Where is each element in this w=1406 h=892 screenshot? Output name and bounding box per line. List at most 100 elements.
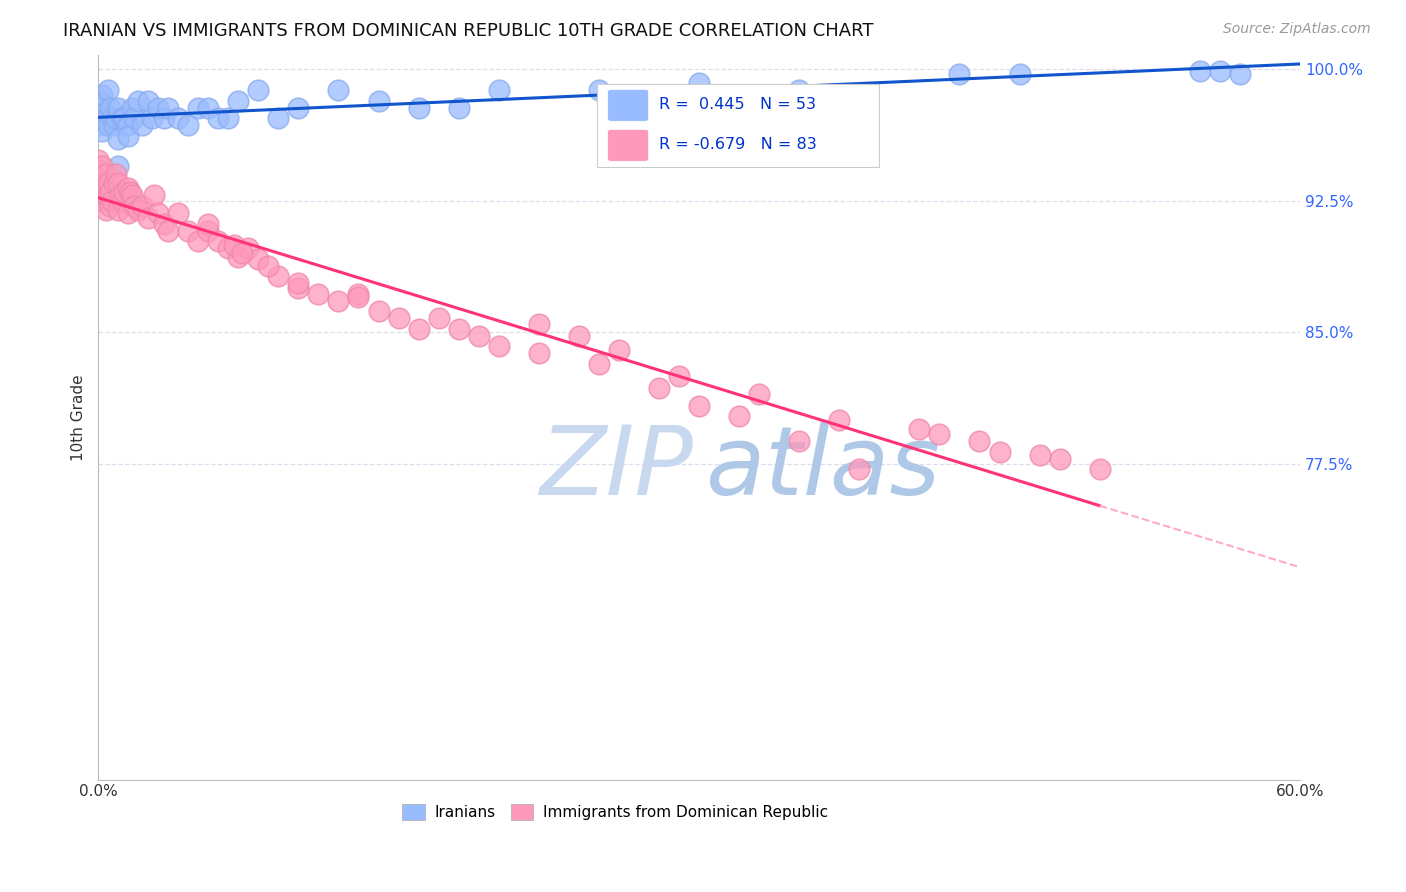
Point bbox=[527, 346, 550, 360]
Point bbox=[948, 67, 970, 81]
Point bbox=[488, 83, 510, 97]
Point bbox=[1028, 448, 1050, 462]
Point bbox=[328, 293, 350, 308]
Point bbox=[387, 311, 409, 326]
Point bbox=[141, 112, 163, 126]
Point bbox=[105, 112, 128, 126]
Point bbox=[167, 112, 190, 126]
Point bbox=[146, 101, 169, 115]
Text: IRANIAN VS IMMIGRANTS FROM DOMINICAN REPUBLIC 10TH GRADE CORRELATION CHART: IRANIAN VS IMMIGRANTS FROM DOMINICAN REP… bbox=[63, 22, 873, 40]
Point bbox=[91, 159, 114, 173]
Point bbox=[153, 217, 176, 231]
Point bbox=[197, 101, 219, 115]
Point bbox=[97, 188, 120, 202]
Point bbox=[131, 118, 153, 132]
Point bbox=[94, 168, 117, 182]
Point bbox=[89, 94, 111, 108]
Point bbox=[93, 106, 115, 120]
Point bbox=[143, 188, 166, 202]
Point bbox=[1088, 462, 1111, 476]
Point bbox=[93, 176, 115, 190]
Point bbox=[103, 118, 125, 132]
Point bbox=[101, 194, 124, 208]
Point bbox=[111, 112, 134, 126]
Point bbox=[157, 101, 180, 115]
Point bbox=[688, 76, 710, 90]
Point bbox=[238, 241, 260, 255]
Point bbox=[107, 101, 129, 115]
Point bbox=[94, 202, 117, 217]
Point bbox=[527, 317, 550, 331]
Point bbox=[328, 83, 350, 97]
Point bbox=[153, 112, 176, 126]
Point bbox=[928, 427, 950, 442]
Point bbox=[97, 83, 120, 97]
Point bbox=[287, 101, 309, 115]
Point bbox=[177, 118, 200, 132]
Point bbox=[231, 246, 253, 260]
Point bbox=[111, 194, 134, 208]
Point bbox=[87, 185, 110, 199]
Point bbox=[287, 281, 309, 295]
Y-axis label: 10th Grade: 10th Grade bbox=[72, 374, 86, 460]
Point bbox=[488, 339, 510, 353]
Point bbox=[728, 409, 751, 424]
Point bbox=[112, 112, 135, 126]
Text: Source: ZipAtlas.com: Source: ZipAtlas.com bbox=[1223, 22, 1371, 37]
Point bbox=[91, 123, 114, 137]
Point bbox=[136, 211, 159, 226]
Point bbox=[969, 434, 991, 448]
Point bbox=[87, 153, 110, 168]
Point bbox=[121, 101, 143, 115]
Point bbox=[1209, 64, 1232, 78]
Point bbox=[267, 112, 290, 126]
Point bbox=[187, 234, 209, 248]
Point bbox=[247, 252, 270, 266]
Point bbox=[1188, 64, 1211, 78]
Point bbox=[91, 88, 114, 103]
Point bbox=[121, 188, 143, 202]
Point bbox=[136, 94, 159, 108]
Point bbox=[217, 241, 239, 255]
Point bbox=[748, 386, 770, 401]
Point bbox=[408, 322, 430, 336]
Point bbox=[207, 112, 229, 126]
Point bbox=[408, 101, 430, 115]
Point bbox=[91, 194, 114, 208]
Point bbox=[648, 381, 671, 395]
FancyBboxPatch shape bbox=[598, 84, 879, 168]
Point bbox=[117, 206, 139, 220]
Point bbox=[224, 237, 246, 252]
Point bbox=[98, 101, 121, 115]
Point bbox=[287, 276, 309, 290]
Point bbox=[117, 128, 139, 143]
Point bbox=[157, 223, 180, 237]
FancyBboxPatch shape bbox=[607, 89, 648, 121]
Point bbox=[267, 269, 290, 284]
Point bbox=[108, 188, 131, 202]
Point bbox=[146, 206, 169, 220]
Point bbox=[98, 199, 121, 213]
Point bbox=[787, 434, 810, 448]
Point bbox=[87, 194, 110, 208]
Text: ZIP: ZIP bbox=[538, 422, 693, 515]
Point bbox=[105, 168, 128, 182]
Point bbox=[127, 202, 149, 217]
Point bbox=[908, 422, 931, 436]
Point bbox=[347, 290, 370, 304]
Point bbox=[97, 118, 120, 132]
Point bbox=[787, 83, 810, 97]
Point bbox=[347, 286, 370, 301]
Text: R = -0.679   N = 83: R = -0.679 N = 83 bbox=[659, 137, 817, 153]
Point bbox=[247, 83, 270, 97]
Point bbox=[177, 223, 200, 237]
Point bbox=[828, 413, 851, 427]
Point bbox=[1229, 67, 1251, 81]
Point bbox=[117, 118, 139, 132]
Point bbox=[1049, 451, 1071, 466]
Point bbox=[101, 112, 124, 126]
Point bbox=[427, 311, 450, 326]
Point bbox=[89, 112, 111, 126]
Point bbox=[447, 322, 470, 336]
Point bbox=[112, 185, 135, 199]
